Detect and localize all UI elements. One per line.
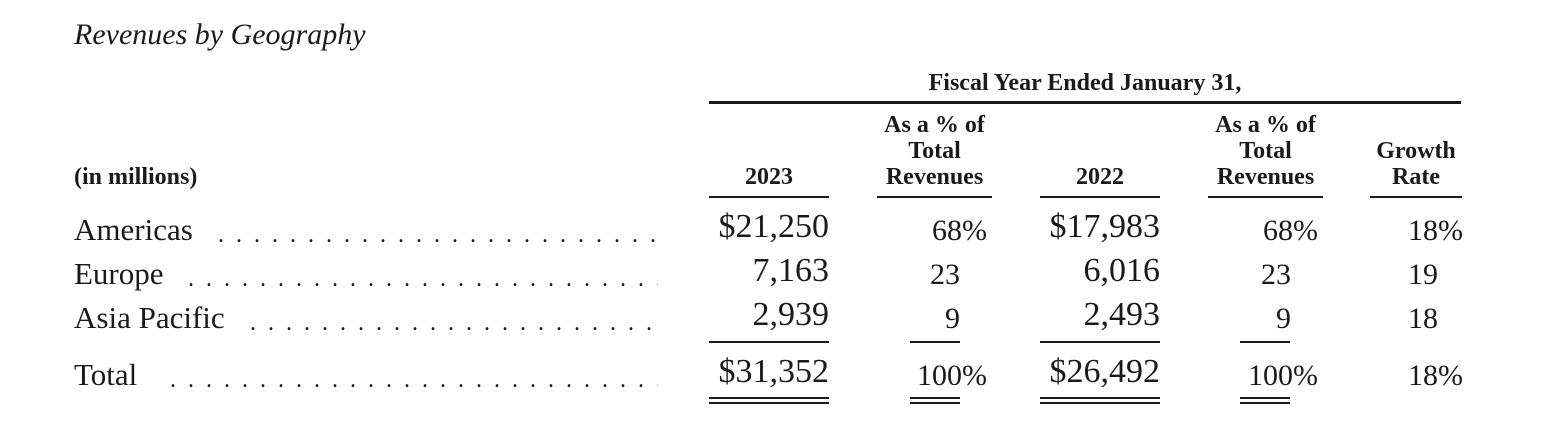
cell-asia-pacific-2023: 2,939 [752, 296, 830, 333]
cell-total-2022: $26,492 [1049, 353, 1161, 390]
col-header-pct-2023: As a % of Total Revenues [877, 112, 992, 190]
row-label-total: Total [74, 357, 137, 393]
row-label-europe: Europe [74, 256, 164, 292]
subtotal-rule-2022 [1040, 341, 1160, 343]
row-label-asia-pacific: Asia Pacific [74, 300, 225, 336]
row-label-americas: Americas [74, 212, 193, 248]
page-title: Revenues by Geography [74, 18, 366, 51]
cell-total-growth: 18% [1408, 359, 1463, 392]
cell-americas-2023: $21,250 [718, 208, 830, 245]
col-rule-2023 [709, 196, 829, 198]
row-label-americas-text: Americas [74, 212, 193, 247]
subtotal-rule-2023 [709, 341, 829, 343]
cell-europe-2023: 7,163 [752, 252, 830, 289]
total-double-rule-2023 [709, 397, 829, 404]
leader-dots-total: . . . . . . . . . . . . . . . . . . . . … [170, 367, 658, 393]
cell-americas-growth: 18% [1408, 214, 1463, 247]
col-header-pct-2023-line-1: As a % of [884, 112, 985, 138]
cell-europe-2022: 6,016 [1083, 252, 1161, 289]
cell-total-pct-2022: 100% [1248, 359, 1318, 392]
cell-europe-pct-2022: 23 [1261, 258, 1291, 291]
cell-asia-pacific-2022: 2,493 [1083, 296, 1161, 333]
row-label-asia-pacific-text: Asia Pacific [74, 300, 225, 335]
cell-total-2023: $31,352 [718, 353, 830, 390]
col-header-pct-2023-line-2: Total [908, 138, 961, 164]
total-double-rule-pct-2022 [1240, 397, 1290, 404]
cell-americas-pct-2022: 68% [1263, 214, 1318, 247]
col-rule-growth [1370, 196, 1462, 198]
cell-total-pct-2023: 100% [917, 359, 987, 392]
total-double-rule-2022 [1040, 397, 1160, 404]
col-header-2022-line: 2022 [1076, 164, 1124, 190]
fiscal-year-rule [709, 101, 1461, 104]
row-label-total-text: Total [74, 357, 138, 392]
total-double-rule-pct-2023 [910, 397, 960, 404]
cell-americas-2022: $17,983 [1049, 208, 1161, 245]
cell-asia-pacific-growth: 18 [1408, 302, 1438, 335]
col-header-pct-2023-line-3: Revenues [885, 164, 984, 190]
col-header-2023-line: 2023 [745, 164, 793, 190]
cell-asia-pacific-pct-2023: 9 [945, 302, 960, 335]
subtotal-rule-pct-2023 [910, 341, 960, 343]
col-header-pct-2022: As a % of Total Revenues [1208, 112, 1323, 190]
col-header-pct-2022-line-1: As a % of [1215, 112, 1316, 138]
col-rule-2022 [1040, 196, 1160, 198]
cell-americas-pct-2023: 68% [932, 214, 987, 247]
leader-dots-asia-pacific: . . . . . . . . . . . . . . . . . . . . … [250, 310, 658, 336]
unit-label: (in millions) [74, 164, 198, 190]
cell-europe-pct-2023: 23 [930, 258, 960, 291]
col-rule-pct-2022 [1208, 196, 1323, 198]
col-header-2022: 2022 [1040, 164, 1160, 190]
col-header-growth-line-2: Rate [1392, 164, 1440, 190]
col-header-growth-line-1: Growth [1376, 138, 1456, 164]
fiscal-year-header: Fiscal Year Ended January 31, [928, 70, 1242, 96]
leader-dots-americas: . . . . . . . . . . . . . . . . . . . . … [218, 222, 658, 248]
col-header-2023: 2023 [709, 164, 829, 190]
col-rule-pct-2023 [877, 196, 992, 198]
col-header-pct-2022-line-3: Revenues [1216, 164, 1315, 190]
cell-europe-growth: 19 [1408, 258, 1438, 291]
subtotal-rule-pct-2022 [1240, 341, 1290, 343]
leader-dots-europe: . . . . . . . . . . . . . . . . . . . . … [188, 266, 658, 292]
col-header-growth: Growth Rate [1370, 138, 1462, 190]
row-label-europe-text: Europe [74, 256, 164, 291]
cell-asia-pacific-pct-2022: 9 [1276, 302, 1291, 335]
col-header-pct-2022-line-2: Total [1239, 138, 1292, 164]
